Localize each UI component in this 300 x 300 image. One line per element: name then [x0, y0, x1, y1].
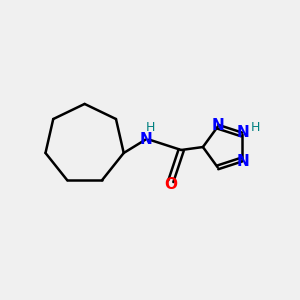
Text: H: H — [145, 121, 155, 134]
Text: H: H — [250, 121, 260, 134]
Text: O: O — [164, 177, 177, 192]
Text: N: N — [237, 125, 250, 140]
Text: N: N — [237, 154, 250, 169]
Text: N: N — [211, 118, 224, 133]
Text: N: N — [139, 132, 152, 147]
